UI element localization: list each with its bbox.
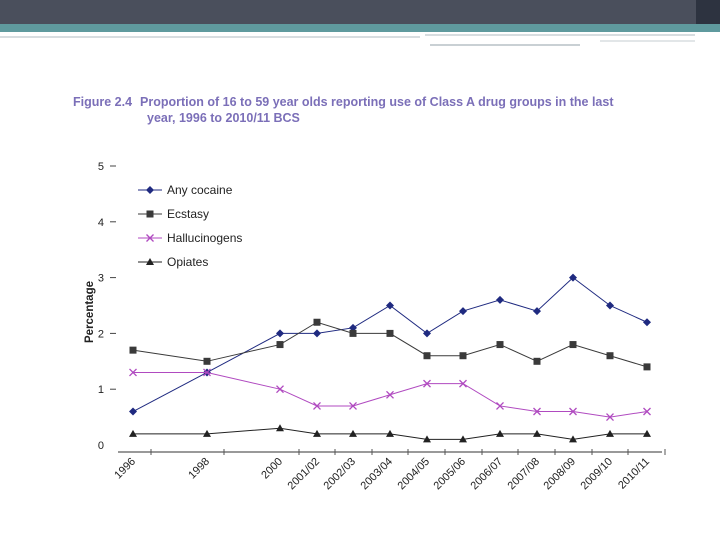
x-tick-label: 2009/10 — [579, 456, 616, 493]
data-point-hallucinogens — [496, 401, 504, 410]
data-point-ecstasy — [313, 318, 321, 326]
data-point-ecstasy — [606, 352, 614, 360]
x-tick-label: 1996 — [112, 456, 138, 482]
legend-marker — [146, 258, 154, 265]
x-tick-label: 2007/08 — [506, 456, 543, 493]
slide-top-bar-accent — [696, 0, 720, 24]
data-point-opiates — [129, 429, 137, 437]
figure-title-line1: Proportion of 16 to 59 year olds reporti… — [140, 95, 614, 109]
x-tick-label: 2005/06 — [432, 456, 469, 493]
legend-label: Hallucinogens — [167, 231, 242, 245]
slide-accent-band — [0, 24, 720, 32]
data-point-opiates — [459, 435, 467, 443]
legend-marker — [146, 234, 154, 242]
x-tick-label: 2001/02 — [286, 456, 323, 493]
data-point-cocaine — [606, 301, 614, 310]
data-point-cocaine — [643, 318, 651, 327]
data-point-opiates — [349, 429, 357, 437]
legend-marker — [146, 186, 154, 194]
y-tick-label: 5 — [98, 161, 104, 173]
legend-label: Opiates — [167, 255, 208, 269]
decorative-line — [600, 40, 695, 42]
data-point-opiates — [533, 429, 541, 437]
data-point-cocaine — [129, 407, 137, 416]
data-point-cocaine — [386, 301, 394, 310]
data-point-cocaine — [496, 295, 504, 304]
data-point-hallucinogens — [533, 407, 541, 416]
x-tick-label: 2000 — [259, 456, 285, 482]
data-point-cocaine — [423, 329, 431, 338]
x-tick-label: 2003/04 — [359, 456, 396, 493]
data-point-ecstasy — [276, 341, 284, 349]
y-tick-label: 1 — [98, 384, 104, 396]
data-point-ecstasy — [643, 363, 651, 371]
data-point-opiates — [569, 435, 577, 443]
data-point-opiates — [313, 429, 321, 437]
data-point-opiates — [276, 424, 284, 432]
data-point-cocaine — [313, 329, 321, 338]
decorative-line — [425, 34, 695, 36]
data-point-ecstasy — [533, 357, 541, 365]
y-tick-label: 2 — [98, 328, 104, 340]
decorative-line — [430, 44, 580, 46]
data-point-hallucinogens — [386, 390, 394, 399]
slide-top-bar — [0, 0, 720, 24]
y-axis-label: Percentage — [84, 281, 96, 343]
data-point-cocaine — [459, 307, 467, 316]
data-point-ecstasy — [569, 341, 577, 349]
y-tick-label: 3 — [98, 273, 104, 285]
data-point-opiates — [643, 429, 651, 437]
x-tick-label: 2008/09 — [542, 456, 579, 493]
data-point-cocaine — [349, 323, 357, 332]
data-point-hallucinogens — [459, 379, 467, 388]
data-point-hallucinogens — [569, 407, 577, 416]
figure-title: Figure 2.4 Proportion of 16 to 59 year ol… — [73, 94, 693, 126]
data-point-ecstasy — [349, 329, 357, 337]
x-tick-label: 1998 — [186, 456, 212, 482]
data-point-opiates — [423, 435, 431, 443]
y-tick-label: 4 — [98, 217, 104, 229]
x-tick-label: 2006/07 — [469, 456, 506, 493]
data-point-ecstasy — [459, 352, 467, 360]
data-point-ecstasy — [203, 357, 211, 365]
data-point-ecstasy — [129, 346, 137, 354]
figure-title-line2: year, 1996 to 2010/11 BCS — [147, 111, 300, 125]
y-tick-label: 0 — [98, 440, 104, 452]
x-tick-label: 2002/03 — [322, 456, 359, 493]
legend-marker — [146, 210, 154, 218]
x-tick-label: 2004/05 — [396, 456, 433, 493]
data-point-cocaine — [533, 307, 541, 316]
data-point-hallucinogens — [276, 385, 284, 394]
figure-number: Figure 2.4 — [73, 95, 133, 109]
data-point-hallucinogens — [203, 368, 211, 377]
x-tick-label: 2010/11 — [616, 456, 652, 492]
data-point-opiates — [496, 429, 504, 437]
data-point-cocaine — [276, 329, 284, 338]
legend-label: Ecstasy — [167, 207, 209, 221]
data-point-opiates — [386, 429, 394, 437]
data-point-hallucinogens — [423, 379, 431, 388]
data-point-hallucinogens — [313, 401, 321, 410]
data-point-hallucinogens — [643, 407, 651, 416]
data-point-hallucinogens — [129, 368, 137, 377]
decorative-line — [0, 36, 420, 38]
data-point-ecstasy — [386, 329, 394, 337]
data-point-opiates — [203, 429, 211, 437]
data-point-ecstasy — [496, 341, 504, 349]
data-point-cocaine — [569, 273, 577, 282]
legend-label: Any cocaine — [167, 183, 233, 197]
data-point-opiates — [606, 429, 614, 437]
data-point-hallucinogens — [606, 413, 614, 422]
data-point-ecstasy — [423, 352, 431, 360]
data-point-hallucinogens — [349, 401, 357, 410]
